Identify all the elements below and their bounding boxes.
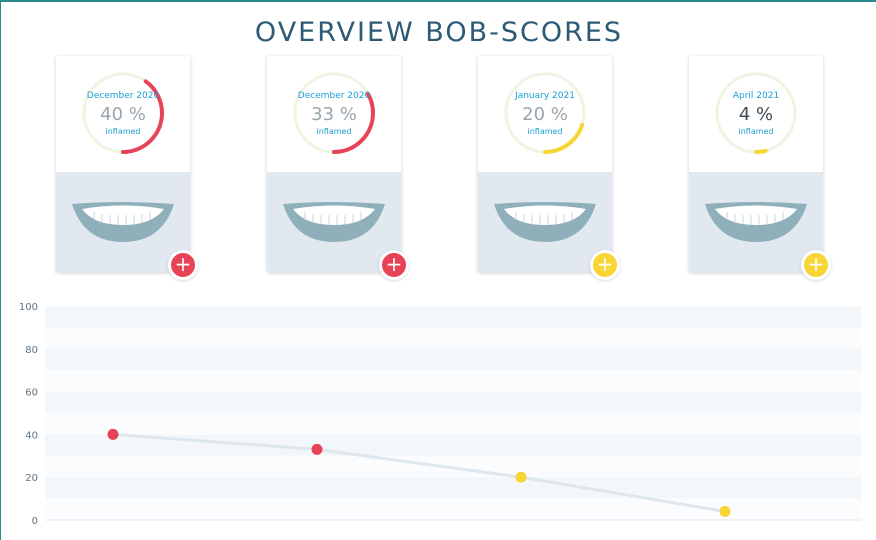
score-date: April 2021: [732, 91, 780, 101]
add-button[interactable]: +: [590, 250, 620, 280]
data-point[interactable]: [311, 443, 323, 455]
score-ring: [82, 72, 164, 154]
add-button[interactable]: +: [379, 250, 409, 280]
grid-band: [45, 498, 861, 520]
score-value: 33 %: [311, 104, 357, 125]
page-title: OVERVIEW BOB-SCORES: [254, 17, 624, 48]
score-value: 20 %: [522, 104, 568, 125]
score-ring-text: December 2020 40 % inflamed: [80, 70, 166, 156]
data-point[interactable]: [719, 505, 731, 517]
score-card: January 2021 20 % inflamed +: [478, 56, 620, 280]
add-button[interactable]: +: [168, 250, 198, 280]
grid-band: [45, 413, 861, 435]
score-label: inflamed: [527, 127, 563, 136]
score-date: December 2020: [86, 91, 160, 101]
score-card: December 2020 33 % inflamed +: [267, 56, 409, 280]
score-value: 4 %: [738, 104, 774, 125]
chart-canvas: 0 20 40 60 80 100: [19, 302, 861, 527]
add-button[interactable]: +: [801, 250, 831, 280]
score-cards: December 2020 40 % inflamed + December 2…: [1, 56, 876, 286]
score-card: December 2020 40 % inflamed +: [56, 56, 198, 280]
series-line: [112, 432, 726, 513]
grid-band: [45, 327, 861, 349]
score-ring-text: January 2021 20 % inflamed: [502, 70, 588, 156]
score-ring-text: April 2021 4 % inflamed: [713, 70, 799, 156]
y-tick-label: 100: [19, 302, 38, 313]
y-tick-label: 0: [32, 516, 38, 527]
score-date: December 2020: [297, 91, 371, 101]
y-tick-label: 60: [25, 388, 38, 399]
score-label: inflamed: [738, 127, 774, 136]
y-tick-label: 80: [25, 345, 38, 356]
smile-icon: [705, 202, 807, 242]
smile-icon: [72, 202, 174, 242]
grid-band: [45, 306, 861, 328]
score-line-chart: 0 20 40 60 80 100: [1, 292, 876, 540]
score-label: inflamed: [105, 127, 141, 136]
data-point[interactable]: [515, 471, 527, 483]
score-ring-text: December 2020 33 % inflamed: [291, 70, 377, 156]
y-tick-label: 40: [25, 430, 38, 441]
grid-band: [45, 348, 861, 371]
smile-icon: [494, 202, 596, 242]
grid-band: [45, 391, 861, 413]
data-point[interactable]: [107, 428, 119, 440]
score-card: April 2021 4 % inflamed +: [689, 56, 831, 280]
smile-icon: [283, 202, 385, 242]
y-tick-label: 20: [25, 473, 38, 484]
score-ring: [293, 72, 375, 154]
score-ring: [504, 72, 586, 154]
grid-band: [45, 477, 861, 499]
grid-band: [45, 434, 861, 456]
grid-band: [45, 370, 861, 392]
score-date: January 2021: [515, 91, 575, 101]
score-ring: [715, 72, 797, 154]
score-value: 40 %: [100, 104, 146, 125]
score-label: inflamed: [316, 127, 352, 136]
